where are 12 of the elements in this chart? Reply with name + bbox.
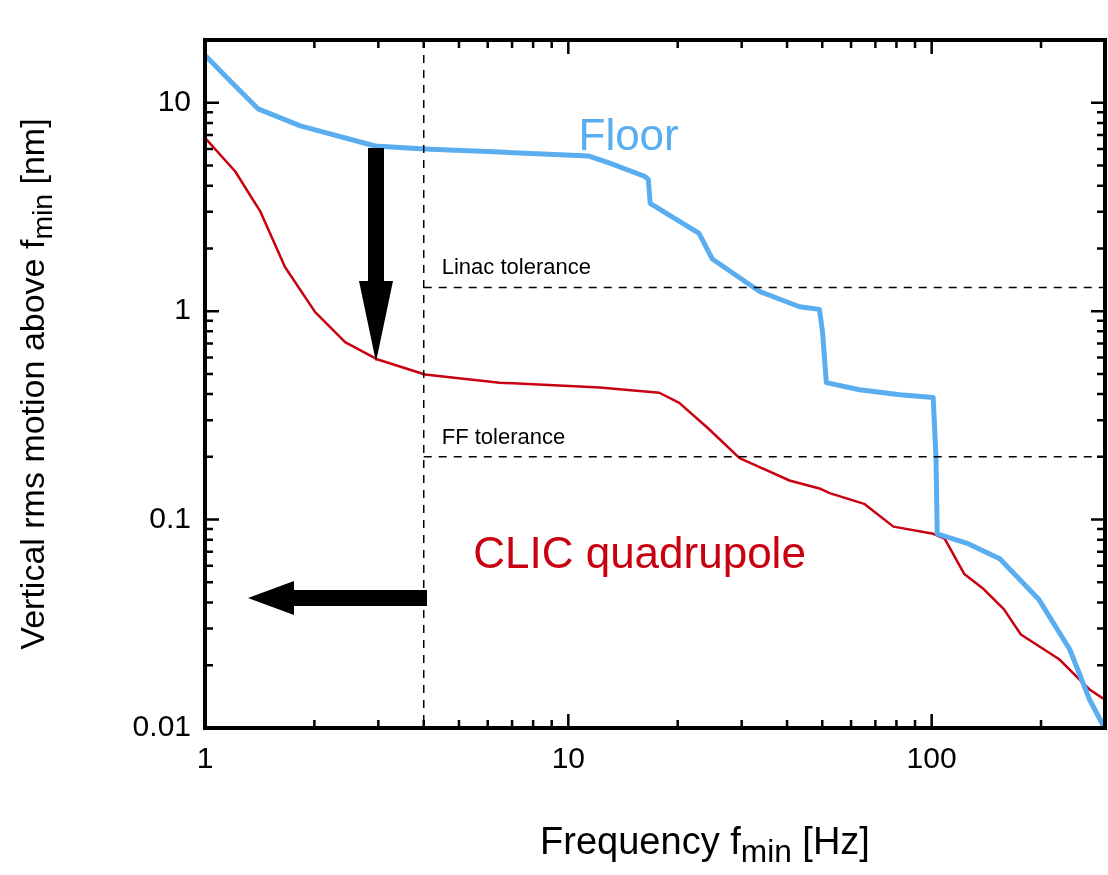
x-tick-label: 1 [196,741,214,775]
y-tick-label: 0.1 [149,500,191,534]
y-tick-label: 0.01 [132,709,191,743]
x-tick-label: 10 [551,741,586,775]
y-tick-label: 10 [157,84,191,118]
x-tick-label: 100 [906,741,957,775]
series-label: Floor [578,110,679,160]
x-axis-title: Frequency f$_{min}$ [Hz] [540,819,870,871]
series-label: CLIC quadrupole [473,527,806,577]
ref-line-label: Linac tolerance [441,254,591,280]
ref-line-label: FF tolerance [441,423,566,449]
y-tick-label: 1 [174,292,191,326]
